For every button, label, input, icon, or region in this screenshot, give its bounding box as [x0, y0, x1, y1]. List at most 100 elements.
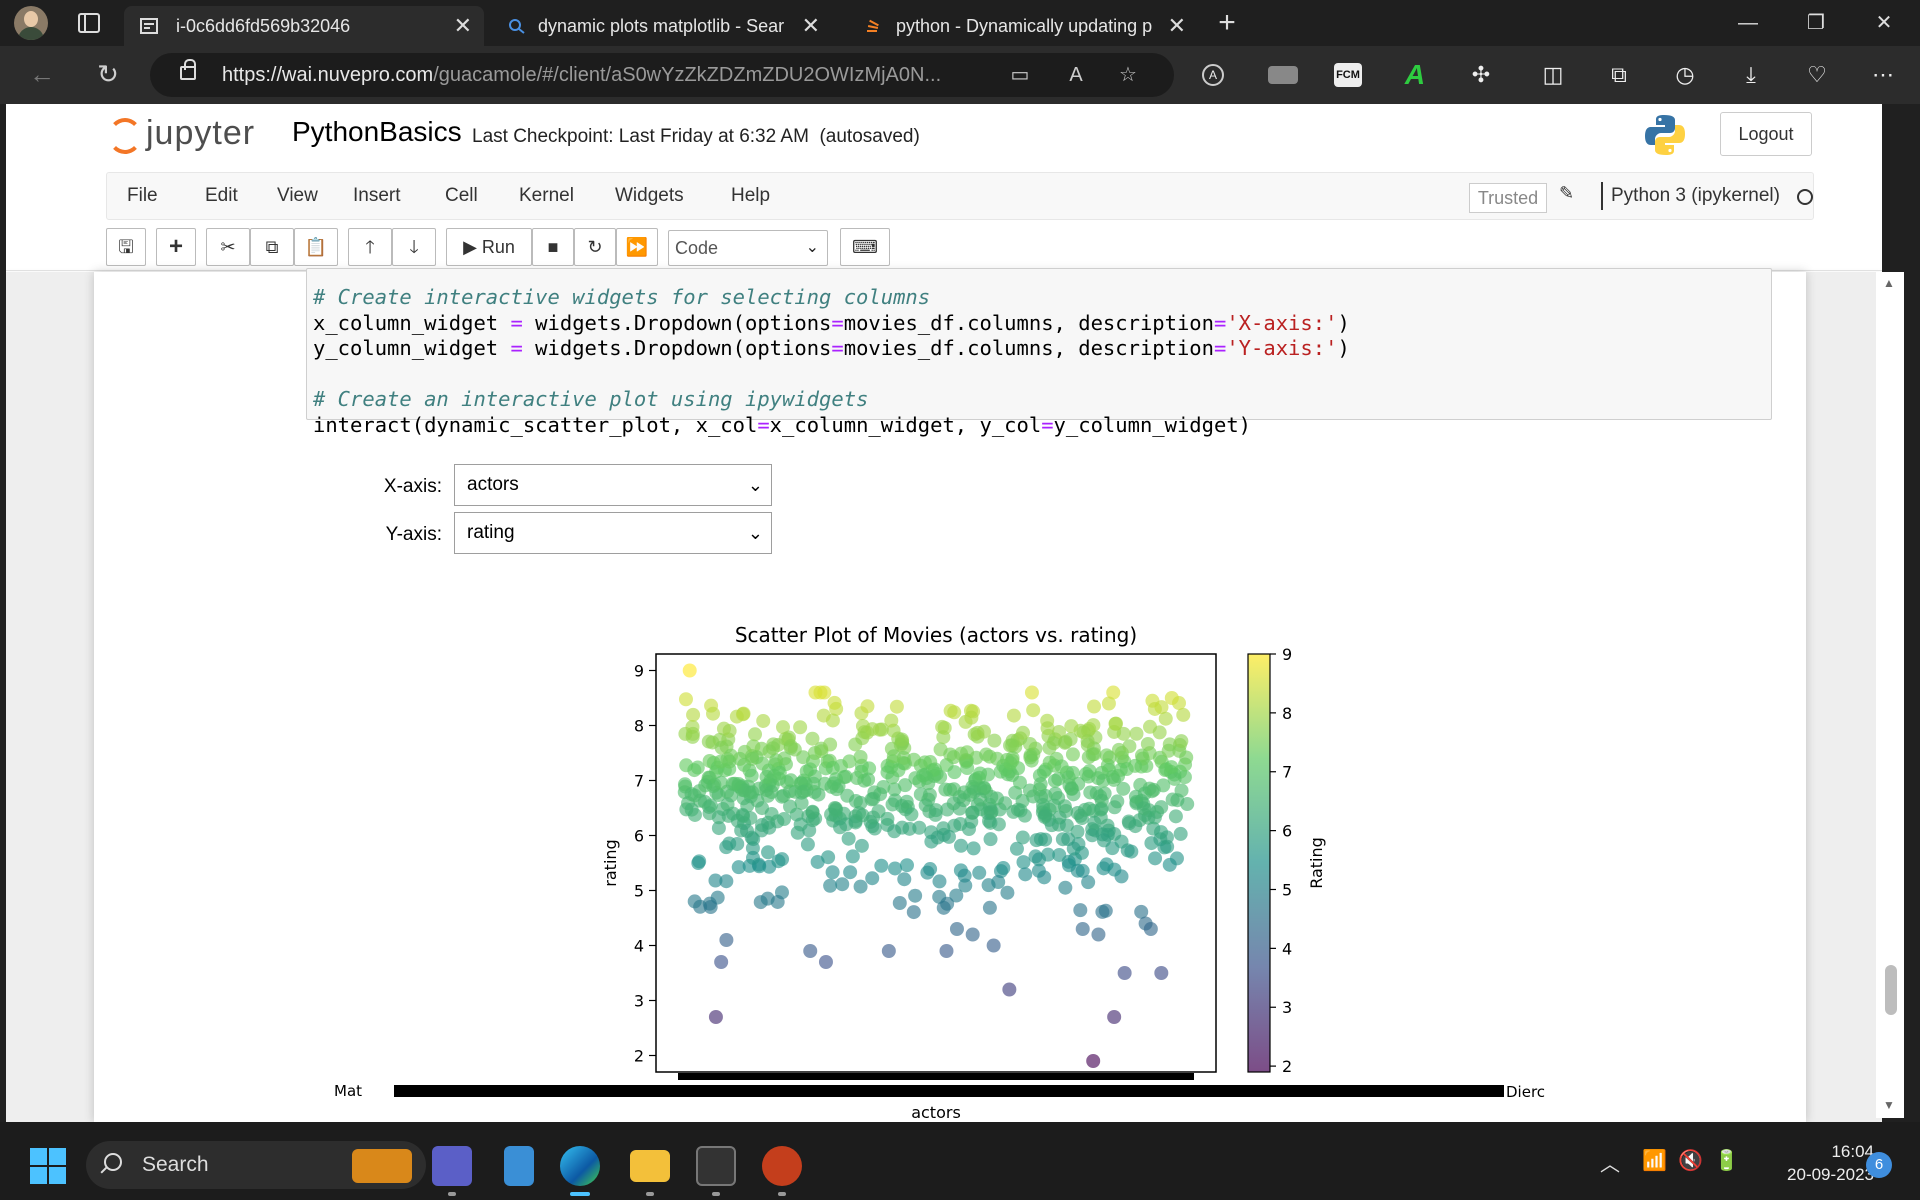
history-icon[interactable]: ◷ [1675, 62, 1695, 87]
settings-more-icon[interactable]: ⋯ [1872, 62, 1894, 87]
page-scrollbar[interactable]: ▲ ▼ [1876, 272, 1904, 1118]
extensions-puzzle-icon[interactable]: ✣ [1471, 62, 1491, 87]
menu-help[interactable]: Help [731, 185, 771, 206]
cut-icon[interactable]: ✂ [206, 228, 250, 266]
taskbar-search[interactable]: Search [86, 1141, 426, 1189]
data-point [947, 765, 962, 780]
minimize-button[interactable]: — [1738, 12, 1758, 34]
y-tick-label: 2 [634, 1047, 644, 1066]
data-point [1046, 736, 1061, 751]
data-point [952, 801, 967, 816]
tab-remote-desktop[interactable]: i-0c6dd6fd569b32046 ✕ [124, 6, 484, 46]
tab-search[interactable]: dynamic plots matplotlib - Search ✕ [492, 6, 832, 46]
move-up-icon[interactable]: 🡑 [348, 228, 392, 266]
collections-icon[interactable]: ⧉ [1611, 62, 1627, 87]
data-point [848, 737, 863, 752]
data-point [810, 854, 825, 869]
wifi-icon[interactable]: 📶 [1642, 1150, 1667, 1172]
paste-icon[interactable]: 📋 [294, 228, 338, 266]
extension-card-icon[interactable] [1268, 66, 1298, 84]
data-point [727, 776, 742, 791]
pencil-icon[interactable]: ✎ [1559, 183, 1575, 203]
insert-cell-icon[interactable]: + [156, 228, 196, 266]
notebook-name[interactable]: PythonBasics [292, 116, 462, 147]
volume-muted-icon[interactable]: 🔇 [1678, 1150, 1703, 1172]
keyboard-shortcuts-icon[interactable]: ⌨ [840, 228, 890, 266]
profile-avatar[interactable] [14, 6, 48, 40]
jupyter-logo[interactable]: jupyter [108, 114, 278, 158]
data-point [853, 749, 868, 764]
menu-cell[interactable]: Cell [445, 185, 478, 206]
battery-icon[interactable]: 🔋 [1714, 1150, 1739, 1172]
menu-kernel[interactable]: Kernel [519, 185, 574, 206]
menu-insert[interactable]: Insert [353, 185, 401, 206]
read-aloud-icon[interactable]: A [1069, 64, 1083, 86]
restart-icon[interactable]: ↻ [574, 228, 616, 266]
close-tab-icon[interactable]: ✕ [1167, 13, 1186, 38]
tab-actions-icon[interactable] [78, 13, 100, 33]
close-tab-icon[interactable]: ✕ [801, 13, 820, 38]
data-point [808, 685, 823, 700]
edge-icon[interactable] [560, 1146, 600, 1186]
extension-a-icon[interactable]: A [1202, 64, 1224, 86]
data-point [884, 713, 899, 728]
code-cell[interactable]: # Create interactive widgets for selecti… [306, 268, 1772, 437]
split-screen-icon[interactable]: ◫ [1542, 62, 1564, 87]
tab-stackoverflow[interactable]: python - Dynamically updating p ✕ [848, 6, 1198, 46]
kernel-name[interactable]: Python 3 (ipykernel) [1601, 182, 1780, 210]
logout-button[interactable]: Logout [1720, 112, 1812, 156]
menu-widgets[interactable]: Widgets [615, 185, 684, 206]
stop-icon[interactable]: ■ [532, 228, 574, 266]
scrollbar-thumb[interactable] [1885, 965, 1897, 1015]
colorbar-label: Rating [1307, 837, 1326, 889]
close-window-button[interactable]: ✕ [1875, 12, 1893, 34]
extension-grammarly-icon[interactable]: A [1404, 59, 1426, 90]
favorite-star-icon[interactable]: ☆ [1119, 64, 1137, 86]
data-point [687, 763, 702, 778]
refresh-icon[interactable]: ↻ [97, 59, 119, 89]
data-point [1051, 724, 1066, 739]
menu-edit[interactable]: Edit [205, 185, 238, 206]
data-point [736, 809, 751, 824]
notepad-icon[interactable] [504, 1146, 534, 1186]
app-available-icon[interactable]: ▭ [1010, 64, 1030, 86]
notification-badge[interactable]: 6 [1866, 1152, 1892, 1178]
code-text[interactable]: # Create interactive widgets for selecti… [313, 285, 1350, 437]
data-point [913, 787, 928, 802]
url-bar[interactable]: https://wai.nuvepro.com/guacamole/#/clie… [150, 53, 1174, 97]
data-point [965, 927, 980, 942]
url-text[interactable]: https://wai.nuvepro.com/guacamole/#/clie… [222, 64, 942, 86]
taskbar-clock[interactable]: 16:04 20-09-2023 [1787, 1142, 1874, 1184]
menu-file[interactable]: File [127, 185, 158, 206]
menu-view[interactable]: View [277, 185, 318, 206]
data-point [793, 720, 808, 735]
data-point [1002, 982, 1017, 997]
downloads-icon[interactable]: ⤓ [1746, 62, 1756, 87]
move-down-icon[interactable]: 🡓 [392, 228, 436, 266]
cell-type-select[interactable]: Code ⌄ [668, 230, 828, 266]
restore-button[interactable]: ❐ [1807, 12, 1825, 34]
x-axis-dropdown[interactable]: actors ⌄ [454, 464, 772, 506]
windows-start-icon[interactable] [30, 1148, 66, 1184]
teams-icon[interactable] [432, 1146, 472, 1186]
run-button[interactable]: ▶ Run [446, 228, 532, 266]
data-point [977, 724, 992, 739]
data-point [1024, 685, 1039, 700]
copy-icon[interactable]: ⧉ [250, 228, 294, 266]
back-icon[interactable]: ← [29, 59, 55, 89]
scroll-down-icon[interactable]: ▼ [1883, 1098, 1895, 1112]
extension-fcm-icon[interactable]: FCM [1334, 63, 1362, 87]
save-icon[interactable]: 🖫 [106, 228, 146, 266]
browser-essentials-icon[interactable]: ♡ [1807, 62, 1827, 87]
close-tab-icon[interactable]: ✕ [453, 13, 472, 38]
scroll-up-icon[interactable]: ▲ [1883, 276, 1895, 290]
powerpoint-icon[interactable] [762, 1146, 802, 1186]
data-point [1154, 800, 1169, 815]
new-tab-button[interactable]: + [1218, 6, 1236, 39]
y-axis-dropdown[interactable]: rating ⌄ [454, 512, 772, 554]
terminal-icon[interactable] [696, 1146, 736, 1186]
restart-run-all-icon[interactable]: ⏩ [616, 228, 658, 266]
trusted-indicator[interactable]: Trusted [1469, 183, 1547, 213]
file-explorer-icon[interactable] [630, 1150, 670, 1182]
chevron-up-icon[interactable]: ︿ [1600, 1154, 1620, 1176]
